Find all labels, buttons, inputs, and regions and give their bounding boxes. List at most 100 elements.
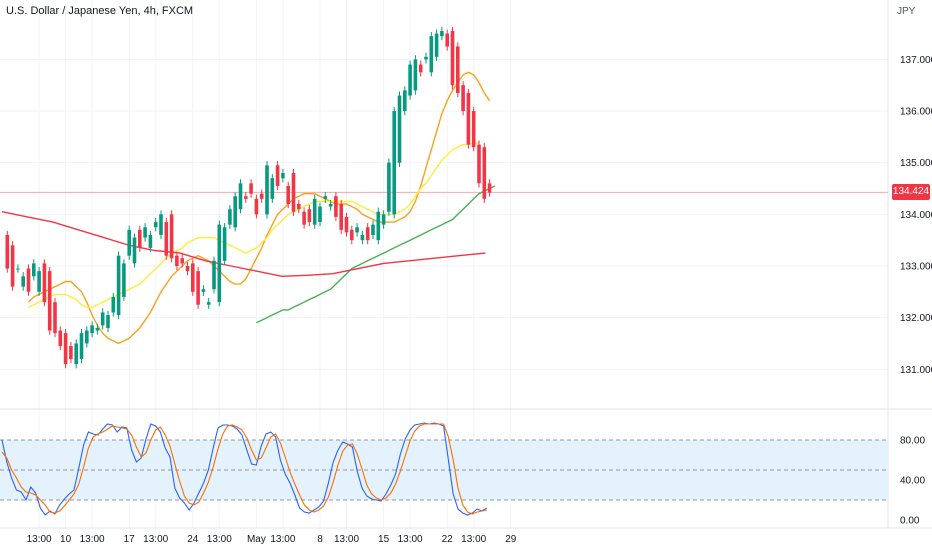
candle-up xyxy=(408,64,412,96)
candle-up xyxy=(127,229,131,256)
candle-up xyxy=(440,30,444,37)
stoch-k-line xyxy=(1,422,488,516)
candle-up xyxy=(143,227,147,238)
candle-up xyxy=(355,227,359,233)
candle-down xyxy=(291,173,296,212)
candle-down xyxy=(297,204,301,210)
x-tick-label: 13:00 xyxy=(27,534,52,545)
candle-down xyxy=(461,85,465,112)
x-tick-label: 13:00 xyxy=(143,534,168,545)
ma-line-yellow xyxy=(28,142,479,308)
x-tick-label: 17 xyxy=(124,534,136,545)
candle-up xyxy=(212,260,216,290)
candle-up xyxy=(32,263,36,277)
candle-down xyxy=(450,30,455,86)
candle-up xyxy=(387,162,391,212)
y-tick-label: 133.000 xyxy=(900,261,932,272)
candle-up xyxy=(312,198,317,225)
x-tick-label: 13:00 xyxy=(334,534,359,545)
candle-down xyxy=(365,227,370,241)
candle-up xyxy=(318,206,322,223)
candle-up xyxy=(233,196,237,228)
candle-up xyxy=(238,183,243,210)
candle-up xyxy=(116,255,121,316)
ma-line-red xyxy=(1,211,486,278)
candle-up xyxy=(79,333,84,359)
candle-up xyxy=(222,227,227,261)
candle-up xyxy=(371,224,375,235)
candle-down xyxy=(42,263,47,303)
candle-up xyxy=(153,222,158,228)
candle-down xyxy=(445,33,449,47)
x-tick-label: 13:00 xyxy=(461,534,486,545)
y-tick-label: 135.000 xyxy=(900,158,932,169)
candle-up xyxy=(228,209,232,225)
candle-down xyxy=(169,214,174,259)
candle-up xyxy=(328,204,333,207)
stoch-d-line xyxy=(1,423,487,515)
y-tick-label: 136.000 xyxy=(900,107,932,118)
candle-down xyxy=(275,165,280,186)
candle-down xyxy=(175,255,179,266)
x-tick-label: 29 xyxy=(505,534,517,545)
candle-down xyxy=(482,147,487,199)
candle-down xyxy=(5,234,10,269)
candle-down xyxy=(196,271,200,305)
x-tick-label: 13:00 xyxy=(80,534,105,545)
candle-down xyxy=(249,183,253,194)
candle-up xyxy=(90,325,94,334)
candle-up xyxy=(265,165,269,215)
candle-down xyxy=(53,302,57,334)
candle-down xyxy=(47,271,52,331)
candle-up xyxy=(159,214,163,235)
candle-up xyxy=(21,276,25,287)
x-tick-label: 13:00 xyxy=(270,534,295,545)
currency-label: JPY xyxy=(897,6,916,17)
chart-title: U.S. Dollar / Japanese Yen, 4h, FXCM xyxy=(6,5,194,17)
y-tick-label: 131.000 xyxy=(900,365,932,376)
candle-down xyxy=(164,222,169,256)
ma-line-orange xyxy=(28,71,491,345)
candle-down xyxy=(244,196,248,199)
candle-down xyxy=(286,185,290,204)
candle-up xyxy=(429,36,434,73)
x-tick-label: May xyxy=(247,534,266,545)
candle-up xyxy=(397,95,402,163)
candle-up xyxy=(206,302,211,305)
y-tick-label: 132.000 xyxy=(900,313,932,324)
candle-down xyxy=(466,92,471,145)
candle-down xyxy=(259,193,264,199)
x-tick-label: 13:00 xyxy=(398,534,423,545)
candle-up xyxy=(95,327,100,331)
candle-up xyxy=(381,214,386,225)
last-price-tag: 134.424 xyxy=(892,184,930,200)
candle-down xyxy=(254,198,259,215)
candle-down xyxy=(63,333,68,365)
x-tick-label: 13:00 xyxy=(207,534,232,545)
candle-up xyxy=(106,315,110,328)
candle-down xyxy=(339,204,343,230)
candle-down xyxy=(69,346,73,359)
y-tick-label: 134.000 xyxy=(900,210,932,221)
candle-down xyxy=(487,183,492,193)
candle-up xyxy=(360,234,365,241)
stoch-tick-label: 80.00 xyxy=(900,436,925,447)
candle-down xyxy=(302,211,306,225)
stoch-tick-label: 40.00 xyxy=(900,476,925,487)
candle-up xyxy=(217,224,222,303)
candle-down xyxy=(477,144,481,184)
candle-up xyxy=(111,296,116,313)
candle-up xyxy=(403,90,407,112)
candle-down xyxy=(138,229,142,248)
candle-up xyxy=(100,312,105,326)
candle-up xyxy=(281,173,285,179)
x-tick-label: 15 xyxy=(378,534,390,545)
candle-up xyxy=(424,56,428,60)
candle-up xyxy=(122,263,126,297)
candle-up xyxy=(85,330,89,344)
candle-down xyxy=(26,268,31,292)
x-tick-label: 22 xyxy=(442,534,454,545)
candle-up xyxy=(132,237,137,264)
stoch-tick-label: 0.00 xyxy=(900,516,920,527)
